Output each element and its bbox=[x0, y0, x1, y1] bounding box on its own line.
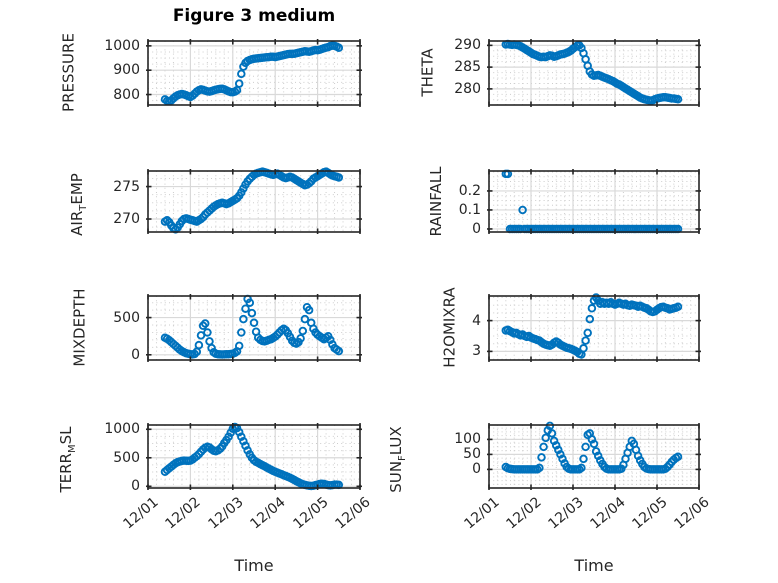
subplot-mixdepth bbox=[146, 294, 362, 362]
y-tick-label: 280 bbox=[454, 80, 481, 97]
x-tick-label: 12/03 bbox=[545, 494, 587, 533]
y-tick-label: 1000 bbox=[104, 37, 140, 54]
y-tick-label: 270 bbox=[113, 211, 140, 228]
y-tick-label: 500 bbox=[113, 449, 140, 466]
axes-frame bbox=[487, 39, 701, 107]
x-tick-label: 12/06 bbox=[332, 494, 374, 533]
axes-frame bbox=[146, 39, 362, 107]
x-tick-label: 12/06 bbox=[671, 494, 713, 533]
marker-series-theta bbox=[501, 39, 683, 105]
subplot-air_temp bbox=[146, 167, 362, 234]
x-axis-label-left: Time bbox=[234, 556, 274, 575]
ylabel-subscript: T bbox=[77, 204, 89, 211]
major-grid bbox=[489, 171, 699, 232]
y-tick-label: 0 bbox=[472, 220, 481, 237]
axes-frame bbox=[146, 294, 362, 362]
marker-series-mixdepth bbox=[160, 294, 344, 359]
axes-frame bbox=[146, 169, 362, 234]
subplot-rainfall bbox=[487, 169, 701, 234]
axes-frame bbox=[487, 423, 701, 490]
ylabel-rainfall: RAINFALL bbox=[427, 151, 446, 252]
ylabel-sun_flux: SUNFLUX bbox=[387, 408, 412, 511]
ylabel-text: H2OMIXRA bbox=[440, 287, 459, 368]
y-tick-label: 1000 bbox=[104, 421, 140, 438]
axes-frame bbox=[487, 169, 701, 234]
y-tick-label: 50 bbox=[463, 446, 481, 463]
y-tick-label: 0 bbox=[131, 478, 140, 495]
y-tick-label: 800 bbox=[113, 86, 140, 103]
x-tick-label: 12/04 bbox=[247, 494, 289, 533]
y-tick-label: 4 bbox=[472, 312, 481, 329]
ylabel-text: EMP bbox=[67, 172, 86, 205]
ylabel-pressure: PRESSURE bbox=[60, 21, 79, 125]
ylabel-h2omixra: H2OMIXRA bbox=[441, 276, 460, 380]
x-tick-label: 12/05 bbox=[290, 494, 332, 533]
subplot-theta bbox=[487, 39, 701, 107]
figure-title: Figure 3 medium bbox=[172, 6, 336, 26]
x-tick-label: 12/04 bbox=[587, 494, 629, 533]
y-tick-label: 500 bbox=[113, 309, 140, 326]
x-tick-label: 12/02 bbox=[503, 494, 545, 533]
ylabel-terr_msl: TERRMSL bbox=[57, 408, 82, 511]
x-tick-label: 12/02 bbox=[162, 494, 205, 533]
y-tick-label: 3 bbox=[472, 343, 481, 360]
axes-frame bbox=[487, 294, 701, 362]
subplot-h2omixra bbox=[487, 293, 701, 362]
subplot-terr_msl bbox=[146, 422, 362, 491]
marker-series-h2omixra bbox=[501, 293, 683, 359]
marker-series-rainfall bbox=[501, 169, 683, 234]
x-axis-label-right: Time bbox=[574, 556, 614, 575]
ylabel-text: SL bbox=[56, 425, 75, 444]
axes-frame bbox=[146, 423, 362, 490]
y-tick-label: 900 bbox=[113, 62, 140, 79]
marker-series-air_temp bbox=[160, 167, 344, 234]
ylabel-subscript: F bbox=[396, 454, 408, 461]
minor-grid bbox=[489, 171, 699, 232]
subplot-pressure bbox=[146, 39, 362, 107]
y-tick-label: 285 bbox=[454, 59, 481, 76]
minor-grid bbox=[489, 425, 699, 488]
ylabel-text: MIXDEPTH bbox=[70, 288, 89, 367]
y-tick-label: 0.1 bbox=[458, 201, 481, 218]
ylabel-air_temp: AIRTEMP bbox=[68, 154, 93, 255]
ylabel-text: THETA bbox=[418, 48, 437, 97]
ylabel-text: LUX bbox=[386, 425, 405, 455]
x-tick-label: 12/01 bbox=[461, 494, 503, 533]
ylabel-text: RAINFALL bbox=[426, 166, 445, 236]
ylabel-subscript: M bbox=[66, 443, 78, 453]
x-tick-label: 12/05 bbox=[629, 494, 671, 533]
subplot-sun_flux bbox=[487, 421, 701, 490]
ylabel-theta: THETA bbox=[419, 21, 438, 125]
marker-series-sun_flux bbox=[501, 421, 683, 474]
ylabel-text: AIR bbox=[67, 210, 86, 236]
y-tick-label: 100 bbox=[454, 431, 481, 448]
x-tick-label: 12/01 bbox=[120, 494, 162, 533]
y-tick-label: 290 bbox=[454, 37, 481, 54]
ylabel-text: TERR bbox=[56, 452, 75, 493]
major-grid bbox=[489, 296, 699, 360]
y-tick-label: 0 bbox=[472, 461, 481, 478]
ylabel-mixdepth: MIXDEPTH bbox=[71, 276, 90, 380]
marker-series-terr_msl bbox=[160, 422, 344, 491]
marker-series-pressure bbox=[160, 41, 344, 106]
y-tick-label: 0.2 bbox=[458, 182, 481, 199]
ylabel-text: SUN bbox=[386, 460, 405, 493]
ylabel-text: PRESSURE bbox=[59, 33, 78, 112]
y-tick-label: 275 bbox=[113, 178, 140, 195]
x-tick-label: 12/03 bbox=[205, 494, 247, 533]
y-tick-label: 0 bbox=[131, 346, 140, 363]
